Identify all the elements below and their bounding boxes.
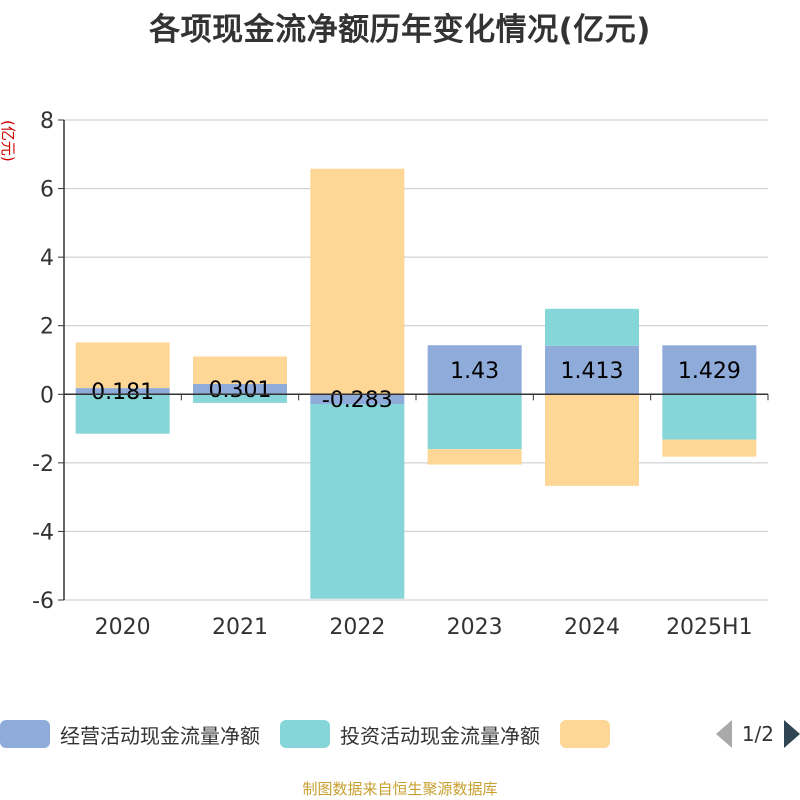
data-label: 1.43 bbox=[450, 359, 499, 384]
legend-label-investing: 投资活动现金流量净额 bbox=[340, 723, 540, 748]
bar-series2-2024 bbox=[545, 394, 639, 486]
data-label: -0.283 bbox=[322, 388, 393, 413]
legend[interactable]: 经营活动现金流量净额 投资活动现金流量净额 1/2 bbox=[0, 716, 800, 752]
bar-series1-2022 bbox=[310, 403, 405, 599]
bar-series0-2022 bbox=[310, 394, 405, 404]
data-label: 0.301 bbox=[209, 378, 272, 403]
data-label: 1.413 bbox=[561, 359, 624, 384]
y-tick-label: 2 bbox=[40, 315, 54, 340]
bar-series2-2021 bbox=[193, 356, 287, 384]
legend-next-page-icon[interactable] bbox=[784, 720, 800, 748]
x-tick-label: 2020 bbox=[95, 615, 151, 640]
source-note: 制图数据来自恒生聚源数据库 bbox=[302, 780, 498, 798]
bar-series0-2024 bbox=[545, 345, 639, 395]
legend-swatch-financing bbox=[560, 720, 610, 748]
bar-series0-2021 bbox=[193, 383, 287, 395]
x-tick-label: 2022 bbox=[329, 615, 385, 640]
legend-item-operating[interactable]: 经营活动现金流量净额 bbox=[0, 720, 280, 749]
y-tick-label: -2 bbox=[32, 452, 54, 477]
legend-label-operating: 经营活动现金流量净额 bbox=[60, 723, 260, 748]
chart-title: 各项现金流净额历年变化情况(亿元) bbox=[149, 12, 651, 48]
y-tick-label: -6 bbox=[32, 589, 54, 614]
bar-series2-2022 bbox=[310, 168, 405, 395]
y-axis-unit-label: (亿元) bbox=[0, 120, 17, 162]
plot-area: -6 -4 -2 0 2 4 6 8 (亿元) 0.181 0.301 -0.283 1.43 1.413… bbox=[0, 109, 769, 640]
x-tick-label: 2021 bbox=[212, 615, 268, 640]
bar-series1-2020 bbox=[75, 394, 170, 434]
y-tick-label: 8 bbox=[40, 109, 54, 134]
bar-series2-2023 bbox=[427, 449, 522, 465]
y-tick-label: 0 bbox=[40, 383, 54, 408]
bar-series1-2025H1 bbox=[662, 394, 757, 440]
legend-item-financing[interactable] bbox=[560, 720, 610, 748]
legend-swatch-investing bbox=[280, 720, 330, 748]
bar-series2-2020 bbox=[75, 342, 170, 389]
x-tick-label: 2024 bbox=[564, 615, 620, 640]
legend-swatch-operating bbox=[0, 720, 50, 748]
y-tick-label: 4 bbox=[40, 246, 54, 271]
bar-series1-2024 bbox=[545, 308, 639, 346]
y-tick-label: -4 bbox=[32, 520, 54, 545]
x-tick-label: 2025H1 bbox=[666, 615, 753, 640]
data-label: 1.429 bbox=[678, 359, 741, 384]
bar-series2-2025H1 bbox=[662, 439, 757, 457]
bar-series0-2025H1 bbox=[662, 345, 757, 395]
data-label: 0.181 bbox=[91, 380, 154, 405]
bar-series0-2023 bbox=[427, 345, 522, 395]
y-tick-label: 6 bbox=[40, 178, 54, 203]
legend-pager: 1/2 bbox=[699, 716, 800, 752]
bar-series1-2021 bbox=[193, 394, 287, 403]
legend-page-indicator: 1/2 bbox=[741, 722, 774, 746]
legend-prev-page-icon[interactable] bbox=[715, 720, 732, 748]
bar-series0-2020 bbox=[75, 388, 170, 395]
legend-item-investing[interactable]: 投资活动现金流量净额 bbox=[280, 720, 560, 749]
x-tick-label: 2023 bbox=[447, 615, 503, 640]
bar-series1-2023 bbox=[427, 394, 522, 450]
